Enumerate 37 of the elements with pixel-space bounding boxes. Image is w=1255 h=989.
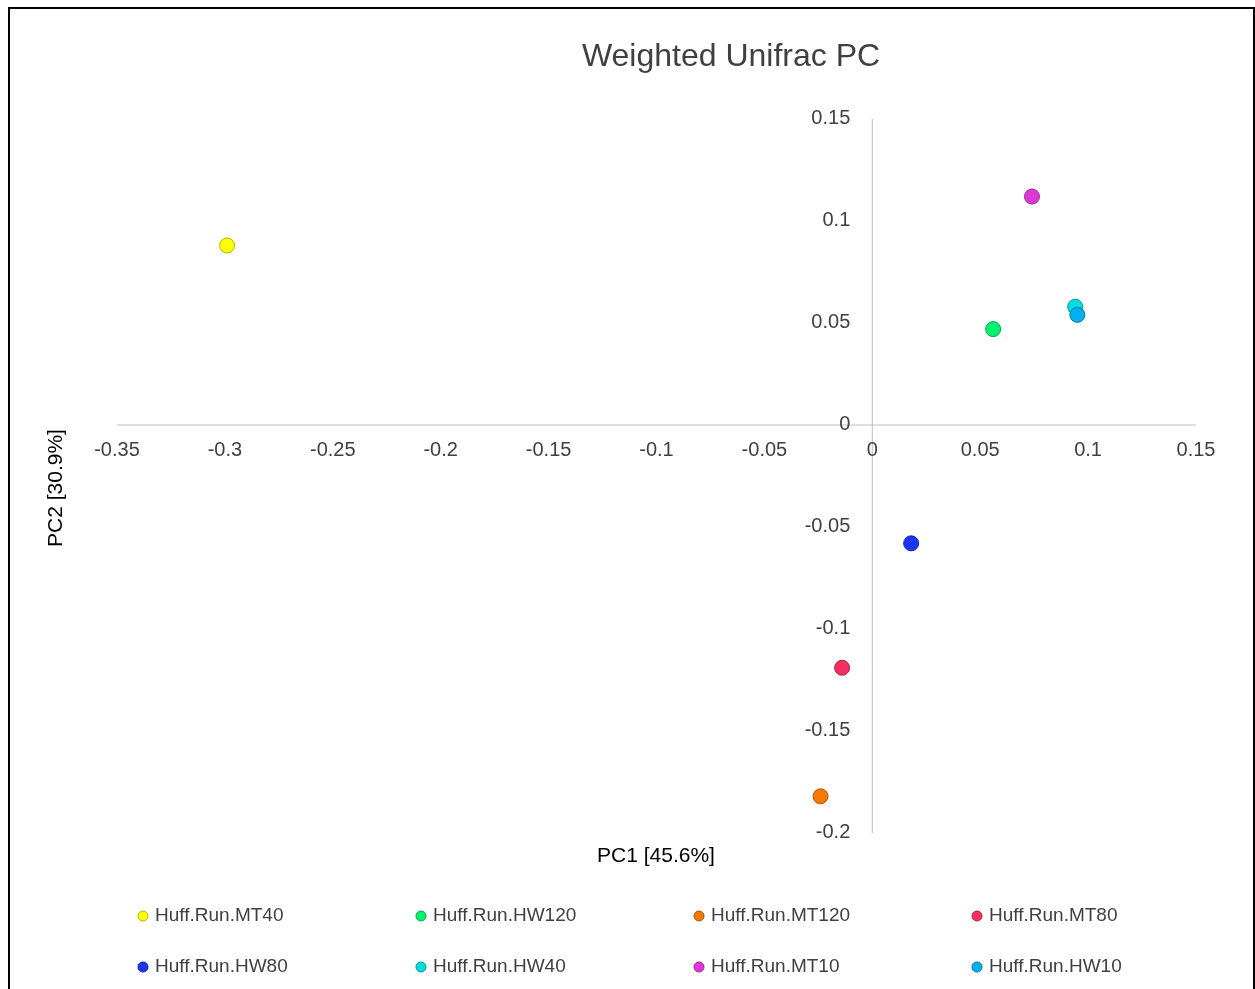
x-tick-label: -0.2 <box>423 438 458 460</box>
point <box>985 321 1002 338</box>
point <box>1069 306 1086 323</box>
x-tick-label: -0.3 <box>207 438 243 460</box>
y-axis-title: PC2 [30.9%] <box>42 429 66 547</box>
x-tick-label: 0 <box>866 438 878 460</box>
x-axis-title: PC1 [45.6%] <box>597 842 715 866</box>
legend-label: Huff.Run.HW120 <box>433 904 577 926</box>
y-tick-label: -0.2 <box>815 820 851 843</box>
legend-label: Huff.Run.MT40 <box>155 904 284 926</box>
legend-label: Huff.Run.MT120 <box>711 904 851 926</box>
point <box>834 659 851 676</box>
y-tick-label: -0.15 <box>804 718 851 741</box>
x-tick-label: 0.1 <box>1074 438 1103 460</box>
point <box>903 535 920 552</box>
legend-label: Huff.Run.HW40 <box>433 955 566 977</box>
point <box>1023 188 1040 205</box>
y-tick-label: -0.1 <box>815 616 851 639</box>
x-tick-label: -0.25 <box>310 438 356 460</box>
x-tick-label: 0.05 <box>960 438 1000 460</box>
x-tick-label: -0.35 <box>94 438 140 460</box>
y-tick-label: 0.1 <box>822 208 851 231</box>
x-tick-label: -0.05 <box>741 438 788 460</box>
x-tick-label: 0.15 <box>1176 438 1216 460</box>
legend-label: Huff.Run.HW80 <box>155 955 288 977</box>
y-tick-label: 0 <box>839 412 851 435</box>
legend-label: Huff.Run.MT80 <box>989 904 1118 926</box>
x-tick-label: -0.15 <box>525 438 572 460</box>
chart-title: Weighted Unifrac PC <box>581 37 881 74</box>
legend-label: Huff.Run.MT10 <box>711 955 840 977</box>
y-tick-label: -0.05 <box>804 514 851 537</box>
x-tick-label: -0.1 <box>639 438 674 460</box>
point <box>219 237 236 254</box>
y-tick-label: 0.15 <box>811 106 851 129</box>
point <box>812 788 829 805</box>
legend-label: Huff.Run.HW10 <box>989 955 1122 977</box>
y-tick-label: 0.05 <box>811 310 851 333</box>
